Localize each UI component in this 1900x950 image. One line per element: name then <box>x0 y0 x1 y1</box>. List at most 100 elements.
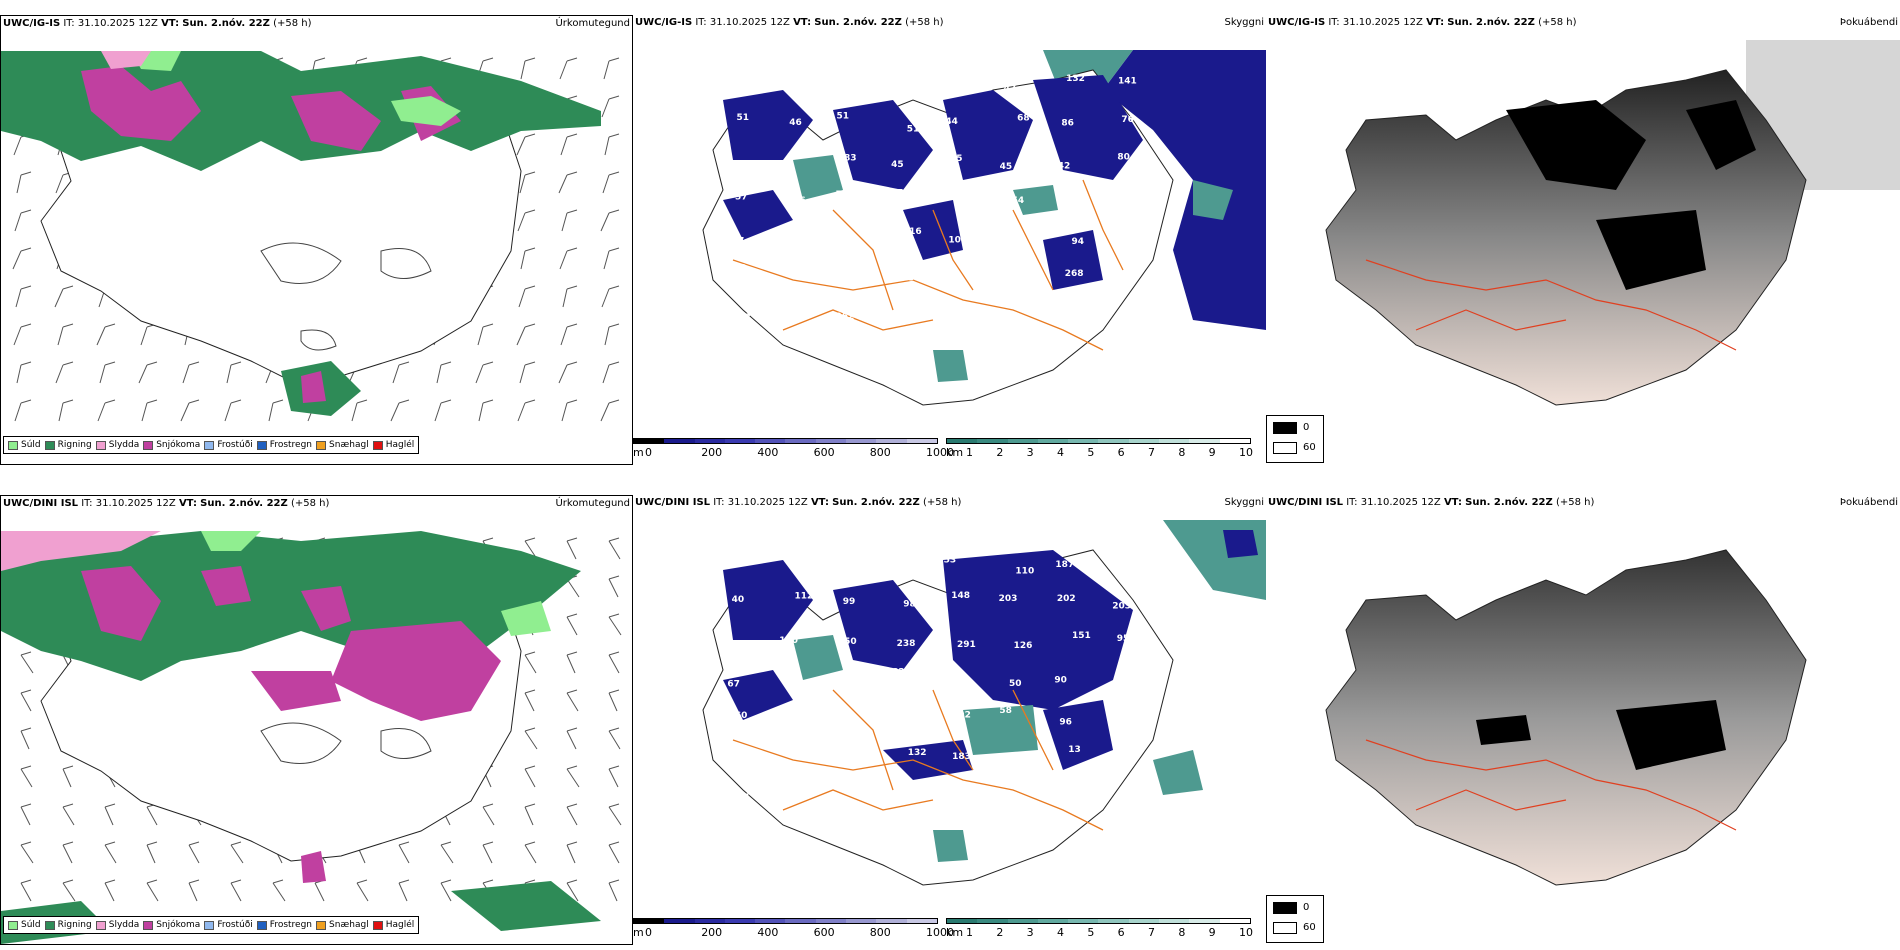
wind-barb <box>140 323 158 346</box>
visibility-value-label: 13 <box>1068 745 1081 755</box>
colorbar-tick: 4 <box>1057 926 1064 939</box>
legend-item: Súld <box>8 919 41 931</box>
visibility-value-label: 67 <box>727 679 740 689</box>
colorbar-tick: 5 <box>1087 926 1095 939</box>
legend-swatch <box>95 440 106 450</box>
visibility-value-label: 40 <box>732 595 745 605</box>
visibility-value-label: 76 <box>1121 115 1134 125</box>
model-name: UWC/IG-IS <box>1268 17 1326 28</box>
visibility-value-label: 108 <box>948 236 967 246</box>
fog-legend: 0 60 <box>1266 415 1324 463</box>
glacier-outlines <box>260 242 432 351</box>
precip-legend: Súld Rigning Slydda Snjókoma Frostúði Frostre… <box>3 436 420 454</box>
visibility-value-label: 62 <box>944 193 957 203</box>
colorbar-tick: 10 <box>1239 926 1253 939</box>
legend-item: Slydda <box>95 919 139 931</box>
wind-barb <box>20 727 32 750</box>
visibility-value-label: 47 <box>732 237 745 247</box>
lead-time: (+58 h) <box>905 17 944 28</box>
low-vis-areas <box>723 75 1143 290</box>
visibility-colorbar-km: km 1 2 3 4 5 6 7 8 9 10 <box>946 438 1253 460</box>
wind-barb <box>230 841 244 864</box>
visibility-value-label: 192 <box>790 308 809 318</box>
wind-barb <box>146 803 158 826</box>
wind-barb <box>559 247 578 270</box>
wind-barb <box>356 879 369 902</box>
model-name: UWC/DINI ISL <box>1268 497 1344 508</box>
wind-barb <box>146 879 159 902</box>
panel-header: UWC/IG-IS IT: 31.10.2025 12Z VT: Sun. 2.… <box>1268 17 1898 28</box>
wind-barb <box>104 803 116 826</box>
colorbar-tick: 200 <box>701 446 723 459</box>
visibility-value-label: 46 <box>789 118 802 128</box>
legend-swatch <box>204 440 215 450</box>
rain-area <box>1 531 581 681</box>
visibility-labels: 107 167 190 49 57 47 132 141 51 46 51 51 44 68 86 76 85 8… <box>726 74 1136 323</box>
iceland-outline <box>1325 69 1807 406</box>
wind-barb <box>603 57 620 80</box>
wind-barb <box>524 803 536 826</box>
panel-title: Skyggni <box>1224 497 1264 508</box>
wind-barb <box>434 399 452 422</box>
wind-barb <box>608 879 620 902</box>
visibility-value-label: 170 <box>779 636 798 646</box>
panel-title: Úrkomutegund <box>555 498 630 509</box>
visibility-value-label: 83 <box>844 154 857 164</box>
colorbar-tick: 10 <box>1239 446 1253 459</box>
wind-barb <box>104 879 116 902</box>
wind-barb <box>517 209 536 232</box>
lead-time: (+58 h) <box>922 497 962 508</box>
visibility-value-label: 104 <box>734 754 753 764</box>
visibility-value-label: 51 <box>837 112 850 122</box>
legend-item: Frostregn <box>256 919 312 931</box>
legend-label: Súld <box>21 920 41 930</box>
wind-barb <box>608 575 620 598</box>
wind-barb <box>146 841 158 864</box>
wind-barb <box>524 651 537 674</box>
visibility-value-label: 187 <box>1055 560 1074 570</box>
visibility-value-label: 154 <box>731 793 750 803</box>
south-snow-area <box>301 851 326 883</box>
wind-barb <box>482 841 494 864</box>
visibility-value-label: 69 <box>1003 752 1016 762</box>
wind-barb <box>97 399 116 422</box>
fog-map <box>1325 40 1900 406</box>
legend-label: Snjókoma <box>156 440 201 450</box>
visibility-value-label: 99 <box>843 597 856 607</box>
fog-map <box>1325 549 1807 886</box>
colorbar-tick: 8 <box>1178 926 1186 939</box>
colorbar-tick: 1000 <box>926 446 954 459</box>
precip-map <box>1 531 622 944</box>
glacier-outlines <box>260 722 432 764</box>
visibility-value-label: 203 <box>1112 601 1131 611</box>
wind-barb <box>524 841 537 864</box>
legend-swatch <box>95 920 106 930</box>
legend-item: Rigning <box>44 919 92 931</box>
wind-barb <box>524 727 538 750</box>
legend-item: Frostúði <box>204 439 253 451</box>
legend-item: Snæhagl <box>316 439 369 451</box>
wind-barb <box>566 537 578 560</box>
visibility-value-label: 95 <box>791 749 804 759</box>
visibility-value-label: 116 <box>903 227 922 237</box>
km-vis-areas <box>793 155 1058 382</box>
wind-barb <box>560 133 578 156</box>
wind-barb <box>517 399 536 422</box>
visibility-value-label: 137 <box>902 273 921 283</box>
fog-indicator-panel-row1: UWC/IG-IS IT: 31.10.2025 12Z VT: Sun. 2.… <box>1266 15 1900 465</box>
lead-time: (+58 h) <box>1555 497 1595 508</box>
colorbar-tick: 800 <box>869 926 891 939</box>
colorbar-tick: 200 <box>701 926 723 939</box>
legend-label: Slydda <box>108 440 140 450</box>
visibility-value-label: 202 <box>1057 594 1076 604</box>
wind-barb <box>58 399 74 422</box>
wind-barb <box>558 361 578 384</box>
open-sea-low-vis <box>1103 50 1266 330</box>
visibility-value-label: 45 <box>1000 162 1013 172</box>
visibility-value-label: 112 <box>794 592 813 602</box>
wind-barb <box>600 209 620 232</box>
wind-barb <box>516 323 536 346</box>
wind-barb <box>14 209 32 232</box>
model-name: UWC/IG-IS <box>3 18 61 29</box>
visibility-value-label: 48 <box>907 554 920 564</box>
